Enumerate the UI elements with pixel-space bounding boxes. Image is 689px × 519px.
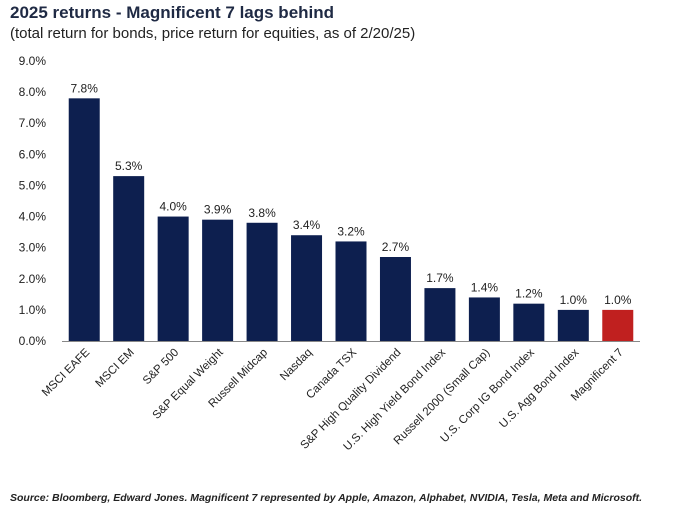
y-tick-label: 9.0% [19,54,47,68]
y-tick-label: 6.0% [19,147,47,161]
bar [557,309,589,341]
bar [246,222,278,341]
category-label: U.S. Corp IG Bond Index [439,346,538,445]
y-tick-label: 3.0% [19,241,47,255]
value-label: 1.0% [604,293,632,307]
y-tick-label: 8.0% [19,85,47,99]
value-label: 1.7% [426,271,454,285]
value-label: 3.8% [248,206,276,220]
bar [379,257,411,341]
y-tick-label: 2.0% [19,272,47,286]
y-axis-ticks: 0.0% 1.0% 2.0% 3.0% 4.0% 5.0% 6.0% 7.0% 8.0% 9.0% [19,54,47,348]
value-label: 1.2% [515,287,543,301]
bar [113,176,145,341]
y-tick-label: 7.0% [19,116,47,130]
value-label: 2.7% [382,240,410,254]
y-tick-label: 4.0% [19,210,47,224]
bar [68,98,100,341]
bar [513,303,545,341]
bar [424,288,456,341]
bar [202,219,234,341]
category-label: MSCI EM [94,347,137,390]
value-label: 3.4% [293,218,321,232]
value-label: 1.0% [560,293,588,307]
category-label: S&P 500 [141,347,181,387]
y-tick-label: 5.0% [19,178,47,192]
bar-chart: 0.0% 1.0% 2.0% 3.0% 4.0% 5.0% 6.0% 7.0% 8.0% 9.0%… [19,54,640,453]
category-label: Nasdaq [278,347,315,384]
chart-source: Source: Bloomberg, Edward Jones. Magnifi… [10,492,643,504]
bars [68,98,634,341]
value-label: 3.9% [204,203,232,217]
value-label: 3.2% [337,224,365,238]
category-label: U.S. Agg Bond Index [497,346,581,430]
bar [157,216,189,341]
value-label: 1.4% [471,280,499,294]
value-label: 4.0% [159,200,187,214]
value-label: 5.3% [115,159,143,173]
y-tick-label: 1.0% [19,303,47,317]
value-label: 7.8% [71,81,99,95]
bar [291,235,323,341]
category-label: MSCI EAFE [40,346,93,399]
bar [602,309,634,341]
chart-subtitle: (total return for bonds, price return fo… [10,25,416,42]
value-labels: 7.8% 5.3% 4.0% 3.9% 3.8% 3.4% 3.2% 2.7% 1.7% 1.4%… [71,81,632,307]
chart-title: 2025 returns - Magnificent 7 lags behind [10,3,335,22]
bar [335,241,367,341]
y-tick-label: 0.0% [19,334,47,348]
bar [468,297,500,341]
